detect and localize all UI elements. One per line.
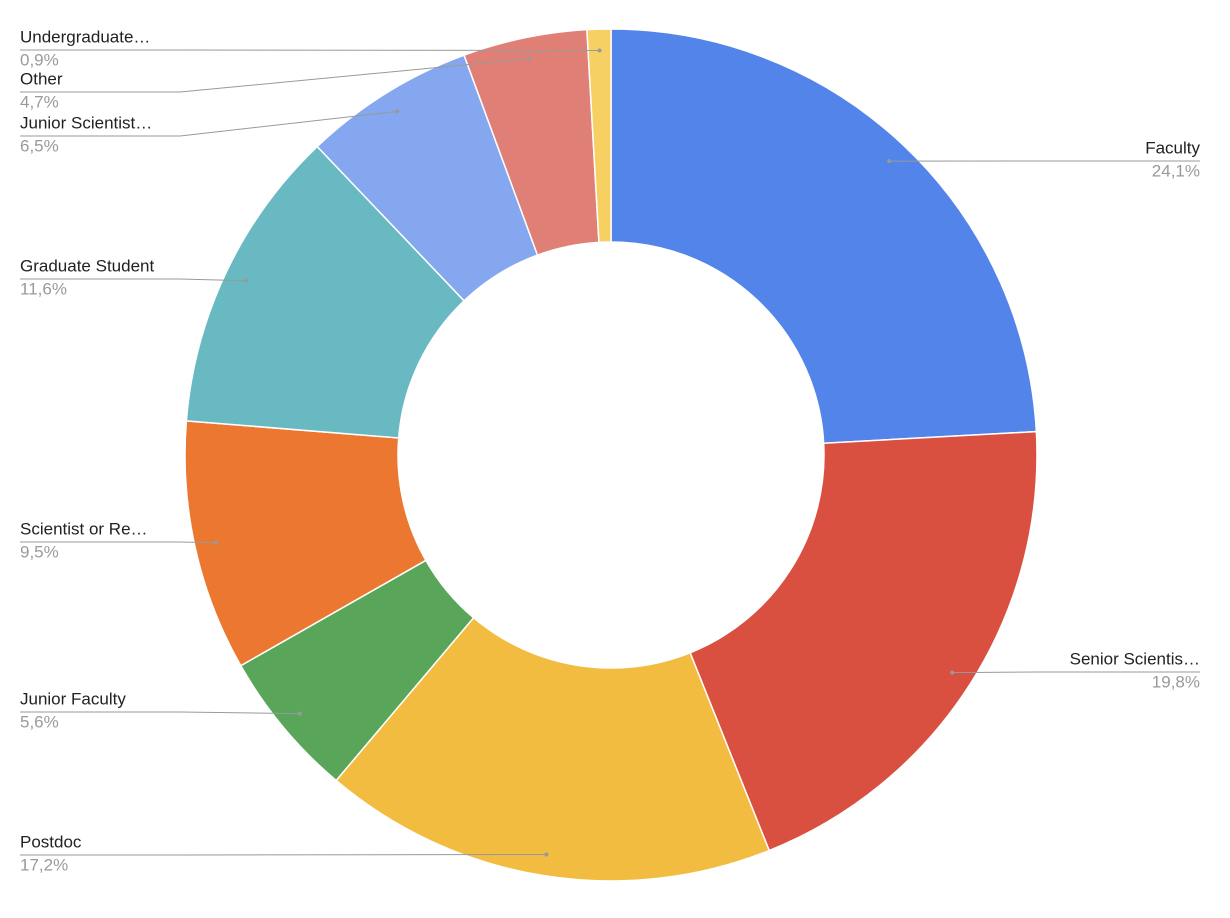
slice-label: Faculty bbox=[1145, 138, 1200, 157]
slice-label: Other bbox=[20, 69, 63, 88]
leader-line bbox=[20, 278, 246, 282]
slice bbox=[335, 616, 771, 882]
slice-label: Scientist or Re… bbox=[20, 519, 148, 538]
leader-dot bbox=[544, 852, 549, 857]
slice bbox=[689, 430, 1038, 852]
leader-line bbox=[20, 541, 216, 544]
slice-label: Postdoc bbox=[20, 832, 82, 851]
value-label: 0,9% bbox=[20, 50, 59, 69]
value-label: 4,7% bbox=[20, 92, 59, 111]
leader-dot bbox=[526, 56, 531, 61]
value-label: 11,6% bbox=[20, 279, 67, 298]
value-label: 9,5% bbox=[20, 542, 59, 561]
slice-label: Undergraduate… bbox=[20, 27, 150, 46]
leader-dot bbox=[243, 278, 248, 283]
leader-dot bbox=[395, 109, 400, 114]
slice-label: Junior Scientist… bbox=[20, 113, 152, 132]
slice bbox=[586, 28, 612, 244]
slice bbox=[610, 28, 1038, 445]
value-label: 17,2% bbox=[20, 855, 68, 874]
leader-line bbox=[952, 671, 1200, 674]
leader-dot bbox=[597, 48, 602, 53]
value-label: 19,8% bbox=[1152, 672, 1200, 691]
value-label: 5,6% bbox=[20, 712, 59, 731]
slice-label: Senior Scientis… bbox=[1070, 649, 1200, 668]
leader-line bbox=[20, 711, 300, 715]
value-label: 24,1% bbox=[1152, 161, 1200, 180]
value-label: 6,5% bbox=[20, 136, 59, 155]
slice-label: Junior Faculty bbox=[20, 689, 126, 708]
leader-dot bbox=[297, 711, 302, 716]
leader-dot bbox=[213, 540, 218, 545]
slice-label: Graduate Student bbox=[20, 256, 154, 275]
leader-dot bbox=[887, 159, 892, 164]
leader-line bbox=[20, 58, 529, 93]
leader-dot bbox=[950, 670, 955, 675]
leader-line bbox=[20, 110, 398, 137]
slice bbox=[185, 145, 466, 439]
